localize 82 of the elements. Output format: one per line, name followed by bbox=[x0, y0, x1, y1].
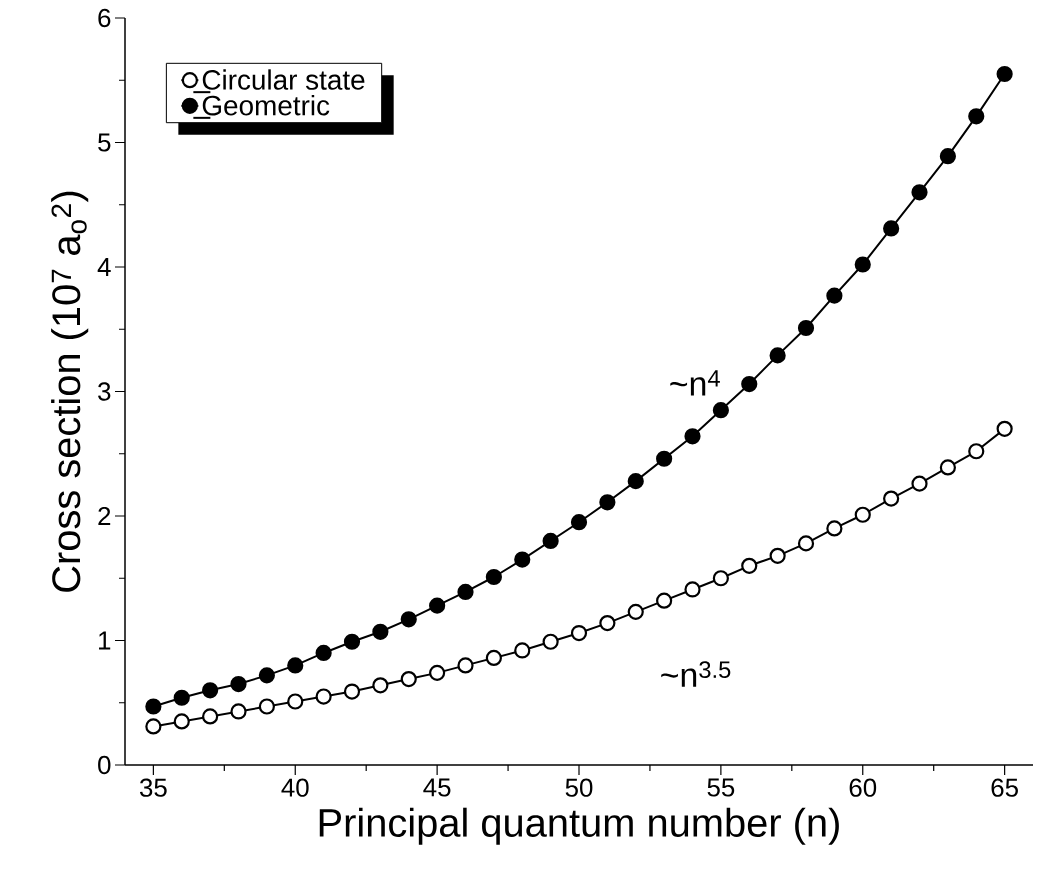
point bbox=[741, 557, 758, 574]
point bbox=[372, 623, 389, 640]
point bbox=[315, 688, 332, 705]
point bbox=[797, 319, 815, 337]
x-tick-label: 50 bbox=[565, 778, 593, 797]
y-tick-label: 5 bbox=[98, 133, 111, 152]
point bbox=[202, 682, 219, 699]
x-axis-title: Principal quantum number (n) bbox=[319, 807, 839, 845]
point bbox=[741, 375, 758, 393]
x-tick-label: 55 bbox=[707, 778, 735, 797]
x-tick-label: 40 bbox=[281, 778, 309, 797]
point bbox=[202, 708, 219, 725]
point bbox=[656, 592, 673, 609]
annotation: ~n$^{4}$ bbox=[670, 370, 720, 396]
point bbox=[712, 570, 729, 587]
point bbox=[315, 644, 332, 662]
point bbox=[145, 718, 162, 735]
point bbox=[514, 551, 531, 568]
point bbox=[797, 535, 815, 552]
y-tick-label: 3 bbox=[98, 382, 111, 401]
point bbox=[173, 689, 190, 706]
point bbox=[854, 256, 871, 273]
y-tick-label: 0 bbox=[98, 755, 111, 775]
point bbox=[939, 459, 956, 476]
y-axis-title: Cross section (10$^{7}$ a$_{o}$$^{2}$) bbox=[51, 191, 89, 592]
y-tick-label: 6 bbox=[98, 8, 111, 28]
point bbox=[883, 490, 900, 507]
point bbox=[968, 108, 985, 125]
point bbox=[542, 532, 559, 549]
point bbox=[996, 65, 1013, 83]
point bbox=[400, 670, 417, 688]
x-tick-label: 60 bbox=[849, 778, 877, 797]
legend-label: Geometric bbox=[202, 95, 330, 116]
point bbox=[258, 667, 275, 684]
x-tick-label: 35 bbox=[139, 778, 167, 797]
point bbox=[542, 633, 559, 650]
point bbox=[656, 450, 673, 467]
point bbox=[599, 614, 616, 632]
point bbox=[485, 649, 502, 667]
point bbox=[258, 698, 275, 715]
point bbox=[457, 583, 474, 601]
y-tick-label: 4 bbox=[97, 258, 111, 276]
point bbox=[343, 683, 361, 700]
point bbox=[145, 698, 162, 715]
point bbox=[230, 675, 247, 693]
legend-label: Circular state bbox=[202, 69, 365, 90]
y-tick-label: 2 bbox=[98, 506, 111, 526]
point bbox=[996, 420, 1013, 437]
point bbox=[343, 633, 361, 650]
point bbox=[429, 597, 446, 614]
point bbox=[485, 568, 502, 586]
point bbox=[173, 713, 190, 730]
point bbox=[826, 520, 843, 537]
annotation: ~n$^{3.5}$ bbox=[661, 661, 731, 687]
point bbox=[400, 611, 417, 628]
point bbox=[570, 624, 588, 642]
y-tick-label: 1 bbox=[99, 631, 111, 650]
point bbox=[911, 184, 928, 201]
point bbox=[570, 514, 588, 531]
point bbox=[968, 443, 985, 460]
point bbox=[769, 547, 786, 564]
point bbox=[939, 148, 956, 165]
point bbox=[287, 657, 304, 674]
point bbox=[457, 657, 474, 674]
point bbox=[627, 603, 644, 620]
point bbox=[854, 506, 871, 523]
point bbox=[911, 475, 928, 492]
point bbox=[684, 428, 701, 445]
point bbox=[712, 402, 729, 419]
point bbox=[769, 347, 786, 364]
point bbox=[627, 473, 644, 490]
point bbox=[883, 220, 900, 237]
point bbox=[514, 642, 531, 659]
point bbox=[230, 703, 247, 720]
x-tick-label: 45 bbox=[423, 778, 451, 797]
x-tick-label: 65 bbox=[991, 778, 1018, 797]
point bbox=[429, 664, 446, 681]
point bbox=[684, 581, 701, 598]
point bbox=[826, 287, 843, 304]
point bbox=[287, 693, 304, 710]
point bbox=[599, 494, 616, 511]
point bbox=[372, 677, 389, 694]
